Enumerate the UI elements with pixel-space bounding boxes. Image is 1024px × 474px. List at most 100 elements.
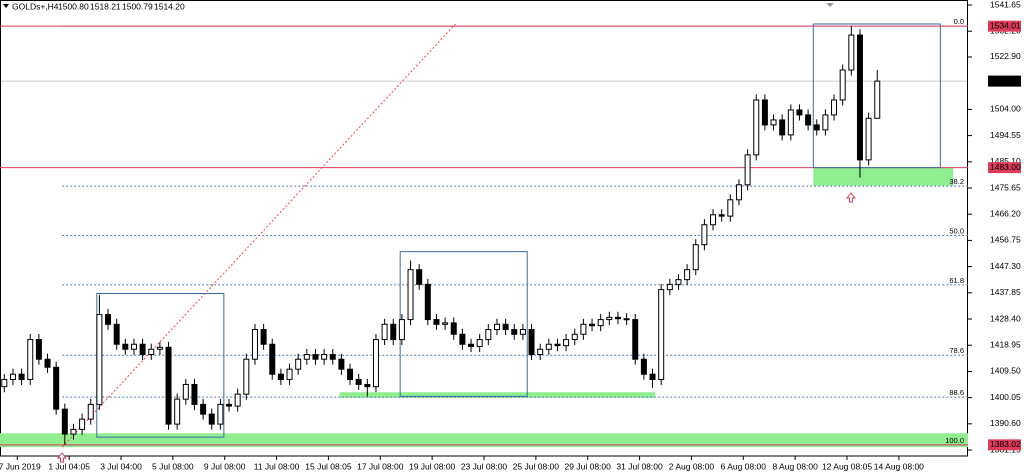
- candle-body: [623, 318, 630, 321]
- candle-body: [200, 403, 207, 415]
- candles: [1, 26, 881, 445]
- candle-body: [35, 339, 42, 360]
- candle-body: [692, 244, 699, 271]
- x-tick-label: 17 Jul 08:00: [357, 461, 404, 471]
- x-tick-label: 15 Jul 08:05: [305, 461, 352, 471]
- candle-body: [787, 109, 794, 136]
- price-label: 1534.01: [990, 20, 1021, 30]
- price-label: 1483.00: [990, 162, 1021, 172]
- candle-body: [338, 358, 345, 370]
- candle-body: [856, 34, 863, 161]
- candle-body: [113, 323, 120, 345]
- candle-body: [217, 403, 224, 425]
- x-tick-label: 2 Aug 08:00: [669, 461, 715, 471]
- candle-body: [96, 314, 103, 405]
- candle-body: [839, 69, 846, 101]
- candle-body: [450, 322, 457, 335]
- candle-body: [563, 339, 570, 347]
- candle-body: [381, 323, 388, 341]
- candle-body: [139, 343, 146, 356]
- candle-body: [580, 323, 587, 335]
- fib-label: 0.0: [954, 17, 964, 26]
- x-tick-label: 25 Jul 08:00: [513, 461, 560, 471]
- ohlc-low: 1500.79: [122, 1, 153, 11]
- candle-body: [614, 316, 621, 320]
- candle-body: [44, 358, 51, 368]
- candle-body: [666, 283, 673, 291]
- x-tick-label: 11 Jul 08:00: [254, 461, 300, 471]
- x-tick-label: 29 Jul 08:00: [565, 461, 612, 471]
- x-tick-label: 31 Jul 08:00: [616, 461, 663, 471]
- candle-body: [165, 346, 172, 425]
- x-tick-label: 6 Aug 08:00: [721, 461, 767, 471]
- fib-label: 50.0: [949, 226, 964, 235]
- y-tick-label: 1400.05: [990, 392, 1021, 402]
- x-tick-label: 23 Jul 08:00: [461, 461, 508, 471]
- candle-body: [433, 319, 440, 325]
- candle-body: [770, 119, 777, 126]
- fib-label: 78.6: [949, 346, 964, 355]
- candle-body: [416, 269, 423, 285]
- price-label-box: [988, 75, 1021, 87]
- price-label-box: [988, 439, 1021, 451]
- shift-marker: [826, 3, 834, 7]
- candle-body: [684, 269, 691, 281]
- candle-body: [1, 378, 8, 388]
- candle-body: [493, 323, 500, 331]
- zone: [813, 167, 954, 186]
- candle-body: [848, 34, 855, 71]
- y-tick-label: 1485.10: [990, 156, 1021, 166]
- y-tick-label: 1390.60: [990, 418, 1021, 428]
- box: [96, 293, 225, 438]
- candle-body: [148, 348, 155, 356]
- candle-body: [79, 418, 86, 430]
- candle-body: [519, 329, 526, 335]
- candle-body: [122, 343, 129, 350]
- symbol: GOLDs+,H4: [12, 1, 59, 11]
- candle-body: [597, 319, 604, 327]
- candle-body: [321, 354, 328, 360]
- candle-body: [61, 408, 68, 435]
- x-tick-label: 12 Aug 08:05: [822, 461, 872, 471]
- candle-body: [710, 214, 717, 226]
- candle-body: [208, 413, 215, 425]
- x-tick-label: 27 Jun 2019: [0, 461, 41, 471]
- candle-body: [805, 114, 812, 126]
- candle-body: [260, 329, 267, 345]
- fib-label: 100.0: [945, 436, 964, 445]
- candle-body: [174, 398, 181, 425]
- menu-triangle[interactable]: [3, 4, 9, 8]
- candle-body: [295, 358, 302, 370]
- candle-body: [234, 393, 241, 407]
- candle-body: [70, 428, 77, 435]
- candle-body: [459, 333, 466, 345]
- ohlc-high: 1518.21: [90, 1, 121, 11]
- candle-body: [347, 368, 354, 380]
- box: [812, 23, 941, 169]
- boxes: [96, 23, 941, 438]
- candle-body: [476, 339, 483, 347]
- ohlc-open: 1500.80: [58, 1, 89, 11]
- candle-body: [27, 339, 34, 380]
- price-label: 1514.20: [990, 75, 1021, 85]
- x-tick-label: 5 Jul 08:00: [152, 461, 194, 471]
- y-tick-label: 1456.75: [990, 235, 1021, 245]
- candle-body: [865, 117, 872, 161]
- candle-body: [554, 343, 561, 347]
- candle-body: [130, 343, 137, 350]
- candle-body: [589, 323, 596, 327]
- candle-body: [9, 373, 16, 380]
- candle-body: [753, 99, 760, 156]
- arrow-up: [56, 452, 68, 463]
- candle-body: [277, 373, 284, 380]
- candle-body: [156, 346, 163, 350]
- candle-body: [822, 114, 829, 131]
- candle-body: [424, 283, 431, 321]
- y-tick-label: 1504.00: [990, 104, 1021, 114]
- fib-label: 88.6: [949, 388, 964, 397]
- y-tick-label: 1437.85: [990, 287, 1021, 297]
- candle-body: [744, 154, 751, 186]
- y-tick-label: 1475.65: [990, 182, 1021, 192]
